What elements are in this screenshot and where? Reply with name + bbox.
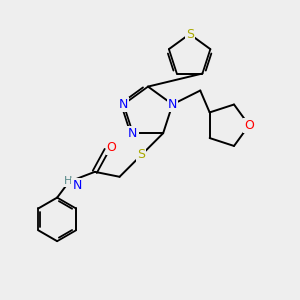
Text: N: N [128,127,138,140]
Text: O: O [107,141,117,154]
Text: S: S [137,148,146,161]
Text: H: H [64,176,72,186]
Text: N: N [72,179,82,192]
Text: N: N [168,98,177,111]
Text: S: S [186,28,194,40]
Text: N: N [119,98,128,111]
Text: O: O [244,119,254,132]
